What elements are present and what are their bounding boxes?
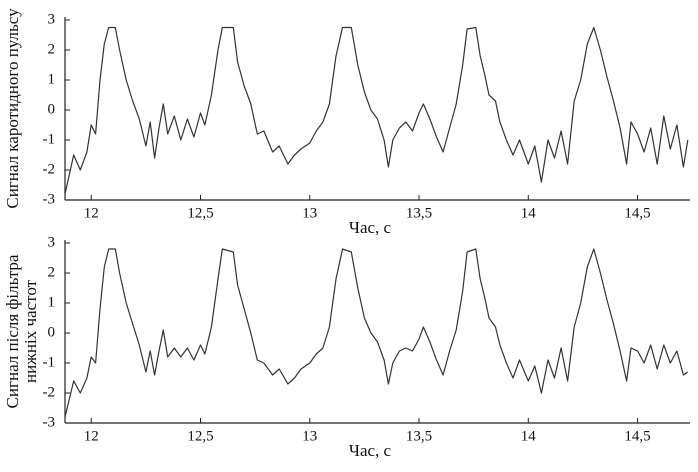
x-tick-label: 13,5 (406, 205, 432, 221)
y-tick-label: 1 (48, 294, 56, 310)
x-tick-label: 12,5 (187, 428, 213, 444)
y-tick-label: -3 (43, 191, 56, 207)
y-tick-label: -1 (43, 354, 56, 370)
x-tick-label: 14 (521, 205, 537, 221)
y-tick-label: -2 (43, 384, 56, 400)
y-axis-label: нижніх частот (21, 279, 40, 383)
y-tick-label: -3 (43, 414, 56, 430)
x-axis-label: Час, с (349, 218, 392, 237)
x-tick-label: 13 (302, 428, 317, 444)
y-axis-label: Сигнал каротидного пульсу (3, 8, 22, 209)
x-axis-label: Час, с (349, 441, 392, 460)
x-tick-label: 13,5 (406, 428, 432, 444)
y-tick-label: 0 (48, 324, 56, 340)
signal-line (64, 26, 689, 195)
x-tick-label: 12,5 (187, 205, 213, 221)
y-tick-label: 2 (48, 41, 56, 57)
y-tick-label: 2 (48, 264, 56, 280)
x-tick-label: 14,5 (624, 428, 650, 444)
x-tick-label: 12 (84, 205, 99, 221)
x-tick-label: 14,5 (624, 205, 650, 221)
y-tick-label: 3 (48, 11, 56, 27)
x-tick-label: 12 (84, 428, 99, 444)
y-tick-label: 1 (48, 71, 56, 87)
y-tick-label: -1 (43, 131, 56, 147)
signal-line (64, 248, 689, 418)
x-tick-label: 14 (521, 428, 537, 444)
y-axis-label: Сигнал після фільтра (3, 254, 22, 408)
y-tick-label: 0 (48, 101, 56, 117)
y-tick-label: -2 (43, 161, 56, 177)
x-tick-label: 13 (302, 205, 317, 221)
y-tick-label: 3 (48, 234, 56, 250)
